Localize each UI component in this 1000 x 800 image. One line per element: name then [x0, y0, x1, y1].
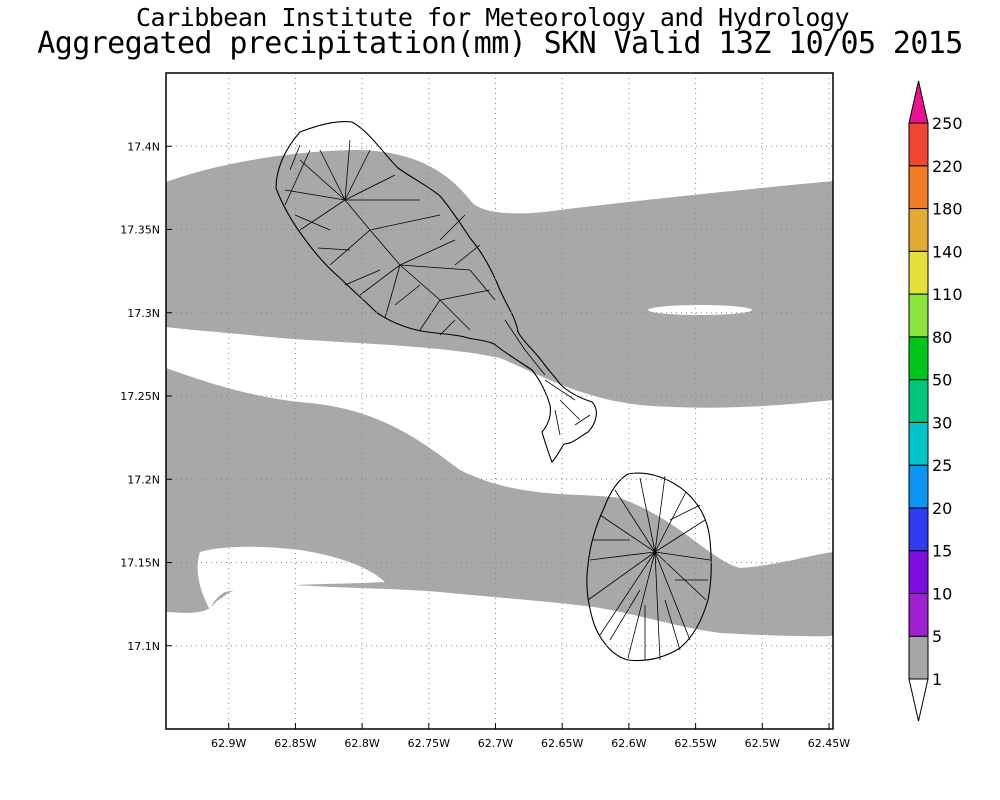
- x-tick-label: 62.65W: [541, 737, 583, 750]
- colorbar-segment: [908, 208, 929, 252]
- x-tick-label: 62.9W: [211, 737, 246, 750]
- st-kitts-watersheds: [284, 139, 591, 436]
- colorbar-segment: [908, 122, 929, 167]
- y-tick-label: 17.35N: [120, 224, 160, 237]
- colorbar-label: 110: [932, 285, 963, 304]
- y-tick-label: 17.1N: [127, 640, 160, 653]
- colorbar-label: 30: [932, 413, 952, 432]
- colorbar-label: 140: [932, 242, 963, 261]
- precip-gap-east: [648, 305, 752, 315]
- colorbar-segment: [908, 550, 929, 594]
- x-tick-label: 62.6W: [611, 737, 646, 750]
- st-kitts-island: [275, 121, 597, 463]
- colorbar-label: 250: [932, 114, 963, 133]
- precipitation-areas: [166, 150, 833, 637]
- colorbar-label: 1: [932, 670, 942, 689]
- x-tick-label: 62.5W: [745, 737, 780, 750]
- colorbar-segment: [908, 421, 929, 466]
- y-tick-label: 17.3N: [127, 307, 160, 320]
- x-tick-label: 62.7W: [478, 737, 513, 750]
- y-tick-label: 17.25N: [120, 390, 160, 403]
- title-line-1: Caribbean Institute for Meteorology and …: [135, 3, 850, 32]
- st-kitts-coastline: [275, 121, 597, 463]
- colorbar-label: 15: [932, 542, 952, 561]
- colorbar-label: 5: [932, 627, 942, 646]
- y-tick-label: 17.4N: [127, 140, 160, 153]
- colorbar-segment: [908, 507, 929, 552]
- colorbar-segment: [908, 592, 929, 637]
- colorbar-high-arrow: [908, 80, 929, 124]
- colorbar-segment: [908, 293, 929, 338]
- colorbar-label: 20: [932, 499, 952, 518]
- colorbar-low-arrow: [908, 678, 929, 722]
- colorbar-label: 180: [932, 200, 963, 219]
- precip-band-south: [166, 368, 833, 637]
- y-tick-label: 17.15N: [120, 557, 160, 570]
- x-tick-label: 62.45W: [808, 737, 850, 750]
- x-tick-label: 62.85W: [274, 737, 316, 750]
- x-tick-label: 62.8W: [344, 737, 379, 750]
- map-gridlines: [166, 73, 833, 729]
- axis-ticks: 62.9W 62.85W 62.8W 62.75W 62.7W 62.65W 62.6W 62…: [120, 140, 850, 750]
- colorbar-segment: [908, 635, 929, 680]
- map-frame: [165, 72, 834, 730]
- colorbar-segment: [908, 336, 929, 381]
- colorbar-label: 25: [932, 456, 952, 475]
- precip-band-north: [166, 150, 833, 408]
- title-line-2: Aggregated precipitation(mm) SKN Valid 1…: [37, 26, 963, 61]
- colorbar-segment: [908, 379, 929, 423]
- precip-gap-west: [197, 546, 385, 610]
- x-tick-label: 62.55W: [674, 737, 716, 750]
- nevis-watersheds: [587, 475, 711, 661]
- colorbar-label: 80: [932, 328, 952, 347]
- colorbar-segment: [908, 250, 929, 295]
- y-tick-label: 17.2N: [127, 473, 160, 486]
- nevis-island: [586, 472, 712, 662]
- colorbar-segment: [908, 165, 929, 210]
- colorbar-segment: [908, 464, 929, 509]
- nevis-coastline: [586, 472, 712, 662]
- colorbar-label: 50: [932, 371, 952, 390]
- x-tick-label: 62.75W: [408, 737, 450, 750]
- colorbar-label: 10: [932, 584, 952, 603]
- colorbar-label: 220: [932, 157, 963, 176]
